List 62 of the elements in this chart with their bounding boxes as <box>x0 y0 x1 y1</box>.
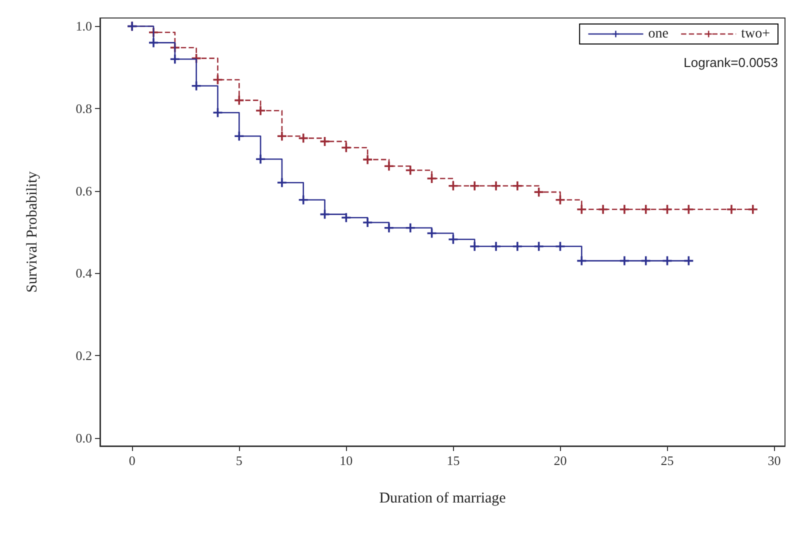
point <box>256 154 266 164</box>
point <box>598 204 608 214</box>
point <box>298 195 308 204</box>
legend-label: one <box>648 26 668 42</box>
x-axis-title: Duration of marriage <box>379 490 506 506</box>
point <box>277 178 286 188</box>
point <box>470 242 480 251</box>
point <box>492 181 501 190</box>
x-tick-label: 0 <box>128 453 136 468</box>
y-tick-label: 0.0 <box>76 430 92 446</box>
point <box>662 204 672 214</box>
point <box>577 204 586 214</box>
point <box>234 96 244 105</box>
point <box>406 166 415 175</box>
point <box>577 256 586 266</box>
y-tick-label: 0.6 <box>76 183 92 198</box>
point <box>748 204 758 214</box>
x-tick-label: 20 <box>554 453 567 468</box>
point <box>534 188 544 197</box>
point <box>448 234 458 244</box>
point <box>384 223 394 232</box>
point <box>363 218 372 228</box>
x-tick-label: 25 <box>660 453 674 468</box>
point <box>492 242 501 251</box>
legend-label: two+ <box>741 26 770 42</box>
point <box>277 132 286 141</box>
point <box>726 204 736 214</box>
point <box>641 256 650 266</box>
point <box>170 54 180 64</box>
y-tick-label: 0.4 <box>76 266 92 281</box>
point <box>298 134 308 143</box>
point <box>192 81 201 90</box>
point <box>256 106 266 116</box>
point <box>556 242 565 251</box>
point <box>620 256 629 266</box>
point <box>149 38 158 48</box>
point <box>448 181 458 190</box>
point <box>512 242 522 251</box>
point <box>363 155 372 164</box>
point <box>534 242 544 251</box>
point <box>406 223 415 232</box>
y-tick-label: 0.2 <box>76 348 92 363</box>
x-tick-label: 5 <box>236 453 242 468</box>
x-tick-label: 10 <box>340 453 353 468</box>
point <box>342 213 351 222</box>
point <box>470 181 480 190</box>
y-tick-label: 0.8 <box>76 101 92 116</box>
point <box>234 132 244 141</box>
point <box>427 174 436 183</box>
y-axis-title: Survival Probability <box>24 170 40 293</box>
point <box>556 195 565 204</box>
point <box>512 181 522 190</box>
point <box>384 162 394 171</box>
point <box>684 204 694 214</box>
x-tick-label: 30 <box>768 453 781 468</box>
annotation: Logrank=0.0053 <box>684 55 778 70</box>
point <box>342 143 351 152</box>
point <box>320 136 330 146</box>
x-tick-label: 15 <box>446 453 460 468</box>
y-tick-label: 1.0 <box>76 18 92 34</box>
point <box>620 204 629 214</box>
point <box>641 204 650 214</box>
